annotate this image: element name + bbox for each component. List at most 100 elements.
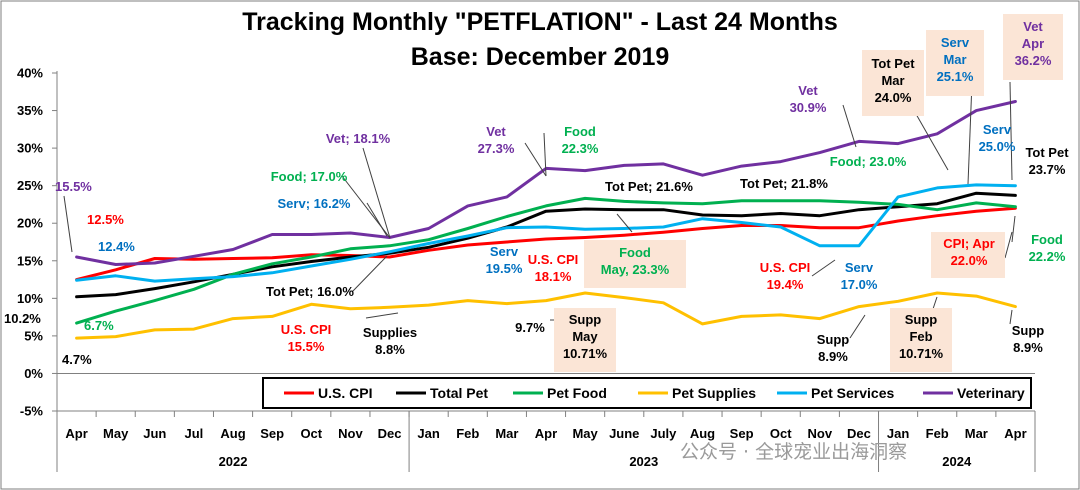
annotation-box <box>862 50 924 116</box>
y-tick-label: 15% <box>17 253 43 268</box>
data-label: Tot Pet; 16.0% <box>266 284 354 299</box>
y-tick-label: 30% <box>17 141 43 156</box>
x-tick-label: Oct <box>300 426 322 441</box>
legend-label: Pet Services <box>811 385 894 401</box>
x-tick-label: Sep <box>260 426 284 441</box>
x-tick-label: Aug <box>690 426 715 441</box>
annotation-leader <box>362 147 391 239</box>
data-label: 19.4% <box>767 277 804 292</box>
data-label: Tot Pet; 21.8% <box>740 176 828 191</box>
data-label: Food <box>564 124 596 139</box>
year-label: 2022 <box>219 454 248 469</box>
annotation-leader <box>524 142 547 177</box>
annotation-box <box>584 240 686 288</box>
data-label: 12.5% <box>87 212 124 227</box>
data-label: 22.0% <box>951 253 988 268</box>
annotations: 15.5% 12.5% 12.4% 10.2% 6.7% 4.7% Vet; 18.1% Fo… <box>4 14 1069 372</box>
x-tick-label: May <box>572 426 598 441</box>
chart-title: Tracking Monthly "PETFLATION" - Last 24 … <box>242 8 838 36</box>
annotation-box <box>1003 14 1063 80</box>
data-label: Apr <box>1022 36 1044 51</box>
x-tick-label: May <box>103 426 129 441</box>
annotation-box <box>890 308 952 372</box>
data-label: 15.5% <box>288 339 325 354</box>
data-label: 25.0% <box>979 139 1016 154</box>
x-tick-label: Dec <box>378 426 402 441</box>
year-label: 2024 <box>942 454 972 469</box>
annotation-leader <box>1011 215 1016 243</box>
data-label: U.S. CPI <box>760 260 811 275</box>
legend-label: Pet Supplies <box>672 385 756 401</box>
x-tick-label: Sep <box>730 426 754 441</box>
data-label: 6.7% <box>84 318 114 333</box>
data-label: 36.2% <box>1015 53 1052 68</box>
data-label: May <box>572 329 598 344</box>
annotation-leader <box>1009 81 1013 181</box>
data-label: 17.0% <box>841 277 878 292</box>
x-tick-label: Jun <box>143 426 166 441</box>
y-tick-label: 0% <box>24 366 43 381</box>
data-label: Tot Pet <box>1025 145 1069 160</box>
legend-label: U.S. CPI <box>318 385 372 401</box>
x-tick-label: Jan <box>887 426 909 441</box>
annotation-box <box>554 308 616 372</box>
data-label: 25.1% <box>937 69 974 84</box>
x-tick-label: Apr <box>535 426 557 441</box>
year-label: 2023 <box>629 454 658 469</box>
data-label: 18.1% <box>535 269 572 284</box>
annotation-leader <box>1004 231 1013 259</box>
y-tick-label: -5% <box>20 404 44 419</box>
y-tick-label: 20% <box>17 216 43 231</box>
x-tick-label: Jul <box>185 426 204 441</box>
legend-label: Pet Food <box>547 385 607 401</box>
data-label: Supp <box>569 312 602 327</box>
data-label: 22.2% <box>1029 249 1066 264</box>
x-tick-label: Dec <box>847 426 871 441</box>
data-label: 10.2% <box>4 311 41 326</box>
data-label: Tot Pet <box>871 56 915 71</box>
annotation-leader <box>616 213 633 233</box>
data-label: 8.9% <box>1013 340 1043 355</box>
x-tick-label: Mar <box>965 426 988 441</box>
series-line-pet-services <box>75 183 1017 283</box>
data-label: May, 23.3% <box>601 262 670 277</box>
x-tick-label: Feb <box>926 426 949 441</box>
data-label: Serv <box>941 35 970 50</box>
data-label: 27.3% <box>478 141 515 156</box>
data-label: Tot Pet; 21.6% <box>605 179 693 194</box>
data-label: Mar <box>881 73 904 88</box>
annotation-box <box>931 232 1005 278</box>
data-label: Supplies <box>363 325 417 340</box>
data-label: Vet <box>486 124 506 139</box>
data-label: 24.0% <box>875 90 912 105</box>
data-label: Serv; 16.2% <box>278 196 351 211</box>
data-label: 30.9% <box>790 100 827 115</box>
series-line-pet-supplies <box>75 291 1017 340</box>
y-tick-label: 40% <box>17 66 43 81</box>
data-label: Mar <box>943 52 966 67</box>
data-label: Serv <box>845 260 874 275</box>
data-label: Serv <box>983 122 1012 137</box>
annotation-leader <box>543 132 547 177</box>
annotation-leader <box>366 202 388 237</box>
data-label: 12.4% <box>98 239 135 254</box>
data-label: U.S. CPI <box>281 322 332 337</box>
chart-subtitle: Base: December 2019 <box>411 43 670 71</box>
data-label: Supp <box>905 312 938 327</box>
data-label: 4.7% <box>62 352 92 367</box>
data-label: Vet <box>1023 19 1043 34</box>
axes: -5% 0% 5% 10% 15% 20% 25% 30% 35% 40% Apr May Jun Jul… <box>17 66 1036 472</box>
x-tick-label: Oct <box>770 426 792 441</box>
data-label: Food; 23.0% <box>830 154 907 169</box>
data-label: Food <box>619 245 651 260</box>
data-label: 8.8% <box>375 342 405 357</box>
annotation-leader <box>811 259 836 277</box>
x-tick-label: Nov <box>338 426 363 441</box>
annotation-leader <box>842 104 857 148</box>
data-label: U.S. CPI <box>528 252 579 267</box>
data-label: 23.7% <box>1029 162 1066 177</box>
annotation-leader <box>967 81 973 185</box>
y-tick-label: 25% <box>17 178 43 193</box>
x-tick-label: Feb <box>456 426 479 441</box>
